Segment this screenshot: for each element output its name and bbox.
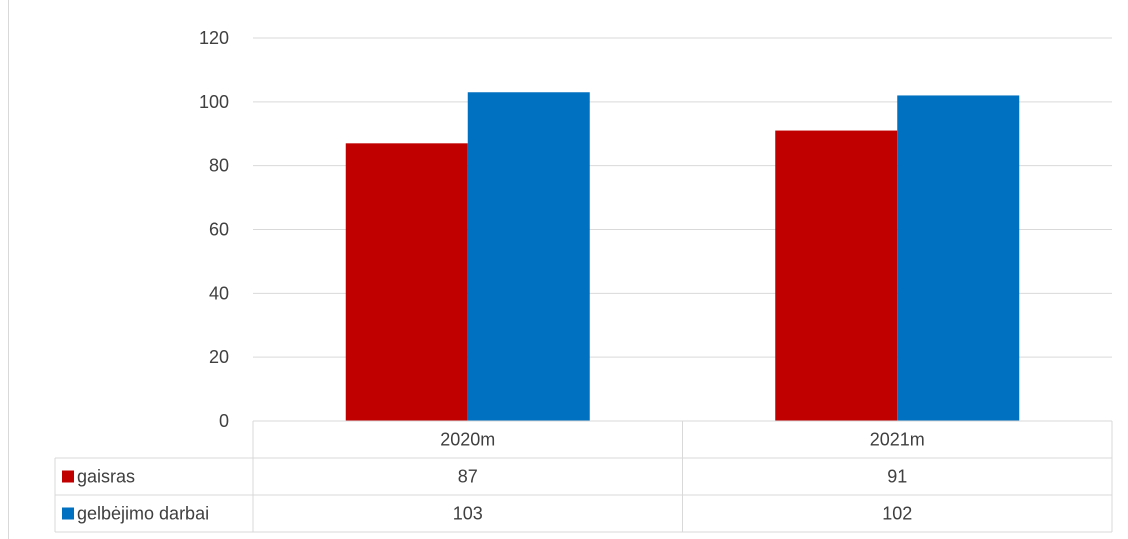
bar-gaisras: [345, 143, 468, 421]
x-tick-label: 2020m: [440, 430, 495, 450]
x-tick-label: 2021m: [870, 430, 925, 450]
y-tick-label: 100: [199, 92, 229, 112]
data-table-value: 102: [882, 504, 912, 524]
bar-gelbėjimo-darbai: [467, 92, 590, 421]
data-table-value: 87: [458, 467, 478, 487]
data-table-value: 91: [887, 467, 907, 487]
y-tick-label: 0: [219, 411, 229, 431]
legend-swatch: [62, 470, 74, 483]
bar-gaisras: [775, 130, 898, 421]
data-table-value: 103: [453, 504, 483, 524]
chart-border: [8, 0, 9, 539]
legend-swatch: [62, 507, 74, 520]
y-tick-label: 120: [199, 28, 229, 48]
y-tick-label: 20: [209, 347, 229, 367]
legend-label: gelbėjimo darbai: [77, 504, 209, 524]
bar-gelbėjimo-darbai: [897, 95, 1020, 421]
y-tick-label: 60: [209, 220, 229, 240]
y-tick-label: 80: [209, 156, 229, 176]
y-tick-label: 40: [209, 283, 229, 303]
legend-label: gaisras: [77, 467, 135, 487]
